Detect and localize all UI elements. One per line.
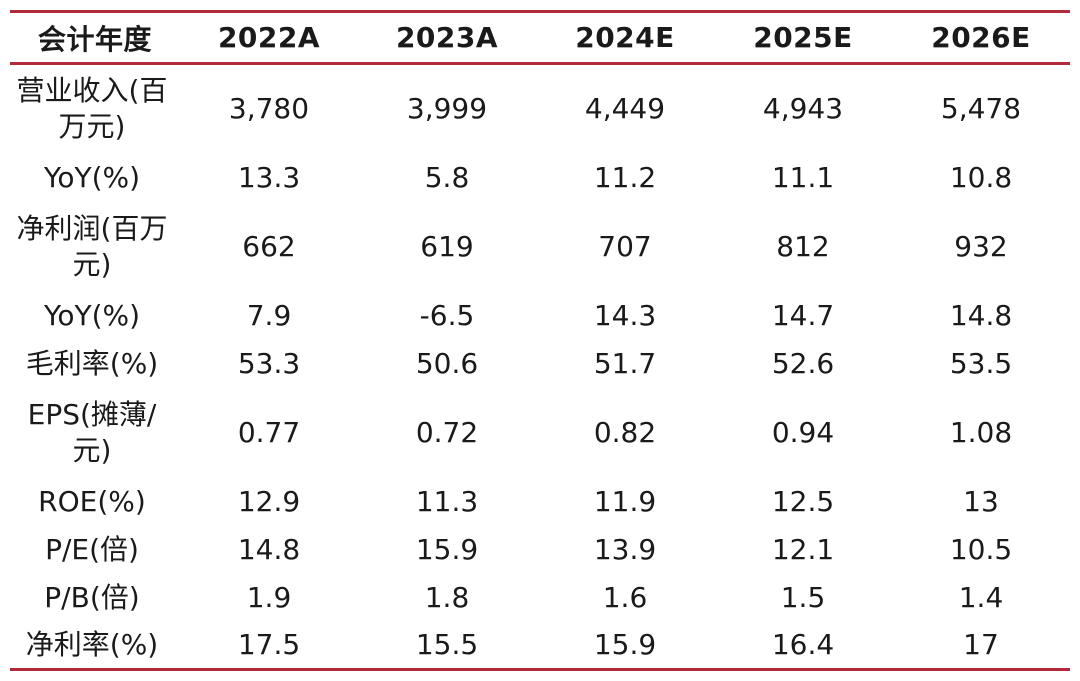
cell-value: 932 (954, 229, 1008, 263)
cell-value: 51.7 (593, 346, 657, 380)
cell-value: 10.5 (949, 532, 1013, 566)
table-row-net-margin: 净利率(%) 17.5 15.5 15.9 16.4 17 (10, 621, 1070, 671)
cell-value: 0.94 (771, 415, 835, 449)
row-label: P/E(倍) (45, 532, 139, 566)
header-2024E: 2024E (536, 10, 714, 65)
cell-value: 3,999 (406, 92, 488, 126)
table-row-revenue-yoy: YoY(%) 13.3 5.8 11.2 11.1 10.8 (10, 154, 1070, 202)
row-label: P/B(倍) (44, 580, 140, 614)
cell-value: 4,943 (762, 92, 844, 126)
cell-value: 15.9 (415, 532, 479, 566)
header-fiscal-year: 会计年度 (10, 10, 180, 65)
cell-value: 619 (420, 229, 474, 263)
cell-value: 1.08 (949, 415, 1013, 449)
cell-value: -6.5 (419, 298, 475, 332)
cell-value: 1.6 (602, 580, 648, 614)
cell-value: 7.9 (246, 298, 292, 332)
cell-value: 14.8 (949, 298, 1013, 332)
row-label: 净利率(%) (10, 621, 180, 671)
table-row-eps: EPS(摊薄/元) 0.77 0.72 0.82 0.94 1.08 (10, 388, 1070, 478)
cell-value: 52.6 (771, 346, 835, 380)
cell-value: 16.4 (714, 621, 892, 671)
cell-value: 50.6 (415, 346, 479, 380)
cell-value: 1.5 (780, 580, 826, 614)
row-label: YoY(%) (43, 298, 141, 332)
header-row: 会计年度 2022A 2023A 2024E 2025E 2026E (10, 10, 1070, 65)
cell-value: 17.5 (180, 621, 358, 671)
header-2025E: 2025E (714, 10, 892, 65)
cell-value: 13.3 (237, 160, 301, 194)
table-row-gross-margin: 毛利率(%) 53.3 50.6 51.7 52.6 53.5 (10, 340, 1070, 388)
table-row-roe: ROE(%) 12.9 11.3 11.9 12.5 13 (10, 478, 1070, 526)
row-label: 营业收入(百万元) (16, 74, 168, 144)
table-row-net-profit: 净利润(百万元) 662 619 707 812 932 (10, 202, 1070, 292)
cell-value: 5,478 (940, 92, 1022, 126)
header-2022A: 2022A (180, 10, 358, 65)
cell-value: 812 (776, 229, 830, 263)
financial-forecast-table-container: 会计年度 2022A 2023A 2024E 2025E 2026E 营业收入(… (10, 10, 1070, 671)
header-2026E: 2026E (892, 10, 1070, 65)
cell-value: 15.9 (536, 621, 714, 671)
cell-value: 14.7 (771, 298, 835, 332)
cell-value: 13 (963, 484, 999, 518)
financial-forecast-table: 会计年度 2022A 2023A 2024E 2025E 2026E 营业收入(… (10, 10, 1070, 671)
row-label: ROE(%) (38, 484, 146, 518)
cell-value: 0.72 (415, 415, 479, 449)
cell-value: 11.2 (593, 160, 657, 194)
cell-value: 3,780 (228, 92, 310, 126)
cell-value: 11.3 (415, 484, 479, 518)
cell-value: 14.8 (237, 532, 301, 566)
cell-value: 0.82 (593, 415, 657, 449)
cell-value: 10.8 (949, 160, 1013, 194)
row-label: 净利润(百万元) (16, 211, 168, 281)
cell-value: 13.9 (593, 532, 657, 566)
cell-value: 707 (598, 229, 652, 263)
table-row-pb: P/B(倍) 1.9 1.8 1.6 1.5 1.4 (10, 574, 1070, 622)
cell-value: 1.4 (958, 580, 1004, 614)
table-row-net-profit-yoy: YoY(%) 7.9 -6.5 14.3 14.7 14.8 (10, 292, 1070, 340)
cell-value: 4,449 (584, 92, 666, 126)
cell-value: 5.8 (424, 160, 470, 194)
cell-value: 53.5 (949, 346, 1013, 380)
row-label: 毛利率(%) (25, 346, 159, 380)
cell-value: 17 (892, 621, 1070, 671)
table-row-revenue: 营业收入(百万元) 3,780 3,999 4,449 4,943 5,478 (10, 64, 1070, 154)
cell-value: 12.5 (771, 484, 835, 518)
cell-value: 53.3 (237, 346, 301, 380)
table-row-pe: P/E(倍) 14.8 15.9 13.9 12.1 10.5 (10, 526, 1070, 574)
cell-value: 11.9 (593, 484, 657, 518)
cell-value: 1.9 (246, 580, 292, 614)
table-body: 营业收入(百万元) 3,780 3,999 4,449 4,943 5,478 … (10, 64, 1070, 671)
cell-value: 11.1 (771, 160, 835, 194)
row-label: EPS(摊薄/元) (27, 397, 157, 467)
cell-value: 15.5 (358, 621, 536, 671)
table-header: 会计年度 2022A 2023A 2024E 2025E 2026E (10, 10, 1070, 65)
cell-value: 14.3 (593, 298, 657, 332)
cell-value: 12.1 (771, 532, 835, 566)
header-2023A: 2023A (358, 10, 536, 65)
cell-value: 0.77 (237, 415, 301, 449)
row-label: YoY(%) (43, 160, 141, 194)
cell-value: 12.9 (237, 484, 301, 518)
cell-value: 662 (242, 229, 296, 263)
cell-value: 1.8 (424, 580, 470, 614)
